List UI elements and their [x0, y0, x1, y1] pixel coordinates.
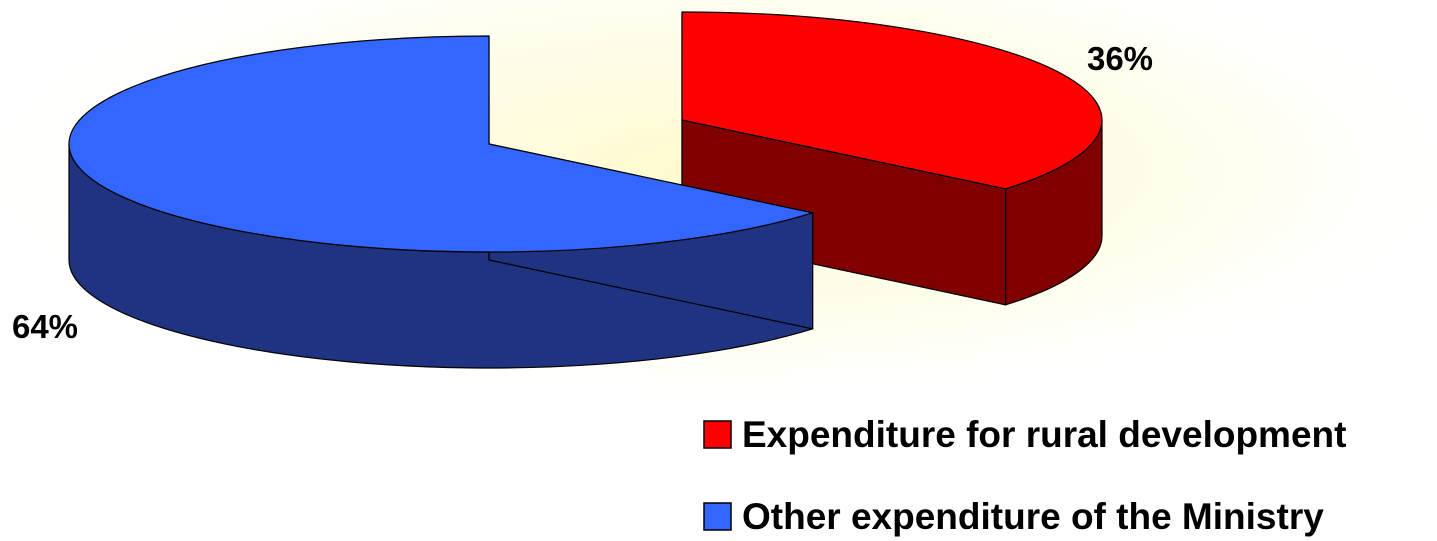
legend-label: Expenditure for rural development: [742, 414, 1346, 455]
legend-item-other-expenditure-of-the-ministry: Other expenditure of the Ministry: [703, 496, 1324, 537]
slice-top-face: [681, 11, 1103, 190]
slice-other-expenditure-of-the-ministry: [68, 35, 815, 369]
data-label-expenditure-for-rural-development: 36%: [1087, 40, 1153, 77]
legend-item-expenditure-for-rural-development: Expenditure for rural development: [703, 414, 1346, 455]
legend-swatch: [703, 420, 732, 449]
slice-expenditure-for-rural-development: [681, 11, 1103, 306]
legend-swatch: [703, 502, 732, 531]
data-label-other-expenditure-of-the-ministry: 64%: [12, 308, 78, 345]
legend: Expenditure for rural development Other e…: [703, 414, 1346, 537]
pie-slices: [68, 11, 1103, 369]
slice-top-face: [68, 35, 815, 253]
legend-label: Other expenditure of the Ministry: [742, 496, 1324, 537]
pie-data-labels: 36% 64%: [12, 40, 1153, 345]
